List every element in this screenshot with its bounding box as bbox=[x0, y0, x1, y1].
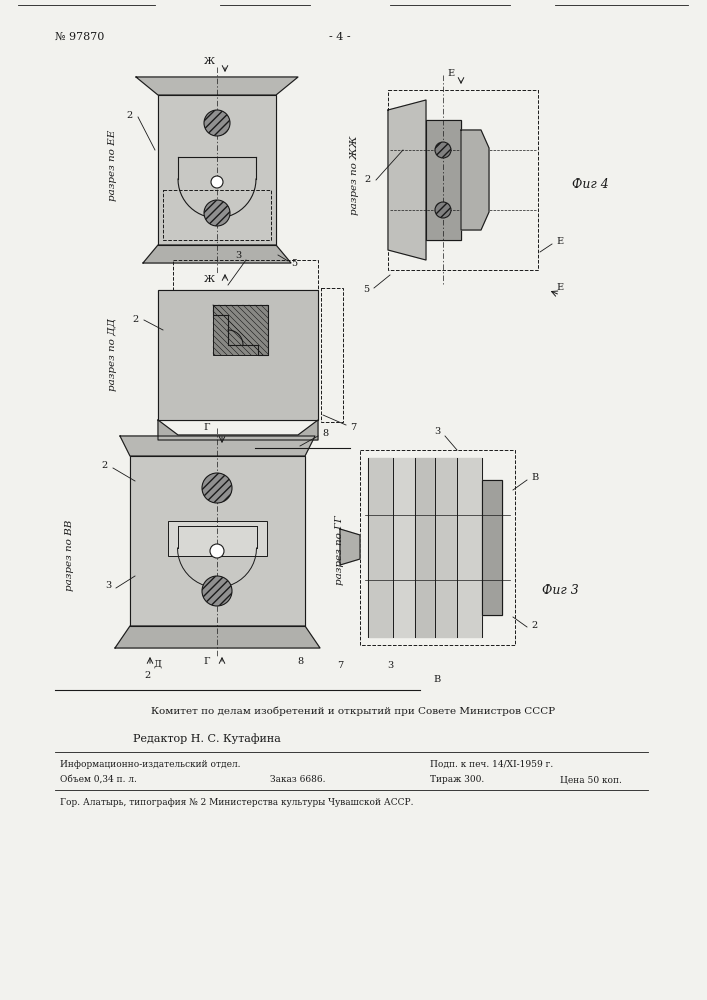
Bar bbox=[388, 90, 538, 270]
Circle shape bbox=[435, 202, 451, 218]
Bar bbox=[163, 190, 271, 240]
Text: Тираж 300.: Тираж 300. bbox=[430, 775, 484, 784]
Text: 7: 7 bbox=[350, 424, 356, 432]
Text: В: В bbox=[433, 676, 440, 684]
Circle shape bbox=[435, 142, 451, 158]
Text: разрез по ЕЕ: разрез по ЕЕ bbox=[108, 129, 117, 201]
Bar bbox=[168, 521, 267, 556]
Text: 2: 2 bbox=[365, 176, 371, 184]
Polygon shape bbox=[426, 120, 461, 240]
Polygon shape bbox=[340, 529, 360, 565]
Text: 2: 2 bbox=[532, 620, 538, 630]
Text: 5: 5 bbox=[291, 258, 297, 267]
Text: - 4 -: - 4 - bbox=[329, 32, 351, 42]
Text: Г: Г bbox=[204, 424, 210, 432]
Text: Е: Е bbox=[556, 284, 563, 292]
Circle shape bbox=[210, 544, 224, 558]
Text: В: В bbox=[532, 474, 539, 483]
Polygon shape bbox=[130, 456, 305, 626]
Polygon shape bbox=[368, 458, 393, 637]
Text: 8: 8 bbox=[297, 658, 303, 666]
Circle shape bbox=[211, 176, 223, 188]
Bar bbox=[321, 288, 343, 422]
Bar bbox=[158, 95, 276, 245]
Polygon shape bbox=[158, 420, 318, 440]
Polygon shape bbox=[415, 458, 435, 637]
Text: Информационно-издательский отдел.: Информационно-издательский отдел. bbox=[60, 760, 240, 769]
Text: разрез по ГГ: разрез по ГГ bbox=[336, 515, 344, 585]
Text: № 97870: № 97870 bbox=[55, 32, 105, 42]
Text: Фиг 4: Фиг 4 bbox=[572, 178, 609, 192]
Text: Комитет по делам изобретений и открытий при Совете Министров СССР: Комитет по делам изобретений и открытий … bbox=[151, 706, 555, 716]
Bar bbox=[173, 260, 318, 290]
Bar bbox=[158, 290, 318, 420]
Text: 8: 8 bbox=[322, 430, 328, 438]
Text: 3: 3 bbox=[105, 582, 111, 590]
Polygon shape bbox=[388, 100, 426, 260]
Text: Ж: Ж bbox=[204, 57, 214, 66]
Bar bbox=[426, 120, 461, 240]
Text: 3: 3 bbox=[235, 250, 241, 259]
Bar bbox=[130, 456, 305, 626]
Circle shape bbox=[202, 473, 232, 503]
Text: Цена 50 коп.: Цена 50 коп. bbox=[560, 775, 622, 784]
Text: Ж: Ж bbox=[204, 274, 214, 284]
Text: 3: 3 bbox=[387, 660, 393, 670]
Text: Е: Е bbox=[448, 70, 455, 79]
Polygon shape bbox=[120, 436, 315, 456]
Text: 3: 3 bbox=[434, 428, 440, 436]
Text: Д: Д bbox=[154, 660, 162, 668]
Text: 2: 2 bbox=[102, 462, 108, 471]
Bar bbox=[482, 480, 502, 615]
Text: разрез по ВВ: разрез по ВВ bbox=[66, 519, 74, 591]
Polygon shape bbox=[115, 626, 320, 648]
Text: разрез по ЖЖ: разрез по ЖЖ bbox=[351, 135, 359, 215]
Circle shape bbox=[204, 110, 230, 136]
Bar bbox=[360, 450, 515, 645]
Polygon shape bbox=[435, 458, 457, 637]
Polygon shape bbox=[158, 95, 276, 245]
Text: Фиг 3: Фиг 3 bbox=[542, 584, 578, 596]
Text: Объем 0,34 п. л.: Объем 0,34 п. л. bbox=[60, 775, 137, 784]
Text: 2: 2 bbox=[145, 672, 151, 680]
Text: 2: 2 bbox=[133, 316, 139, 324]
Polygon shape bbox=[482, 480, 502, 615]
Text: 7: 7 bbox=[337, 660, 343, 670]
Polygon shape bbox=[136, 77, 298, 95]
Polygon shape bbox=[393, 458, 415, 637]
Circle shape bbox=[202, 576, 232, 606]
Polygon shape bbox=[457, 458, 482, 637]
Circle shape bbox=[204, 200, 230, 226]
Bar bbox=[213, 305, 268, 355]
Text: Заказ 6686.: Заказ 6686. bbox=[270, 775, 325, 784]
Text: Г: Г bbox=[204, 656, 210, 666]
Polygon shape bbox=[143, 245, 291, 263]
Text: Подп. к печ. 14/XI-1959 г.: Подп. к печ. 14/XI-1959 г. bbox=[430, 760, 554, 769]
Text: Редактор Н. С. Кутафина: Редактор Н. С. Кутафина bbox=[133, 733, 281, 744]
Text: разрез по ДД: разрез по ДД bbox=[108, 319, 117, 391]
Polygon shape bbox=[461, 130, 489, 230]
Polygon shape bbox=[158, 290, 318, 420]
Text: 2: 2 bbox=[127, 110, 133, 119]
Text: Е: Е bbox=[556, 237, 563, 246]
Text: 5: 5 bbox=[363, 286, 369, 294]
Text: Гор. Алатырь, типография № 2 Министерства культуры Чувашской АССР.: Гор. Алатырь, типография № 2 Министерств… bbox=[60, 798, 414, 807]
